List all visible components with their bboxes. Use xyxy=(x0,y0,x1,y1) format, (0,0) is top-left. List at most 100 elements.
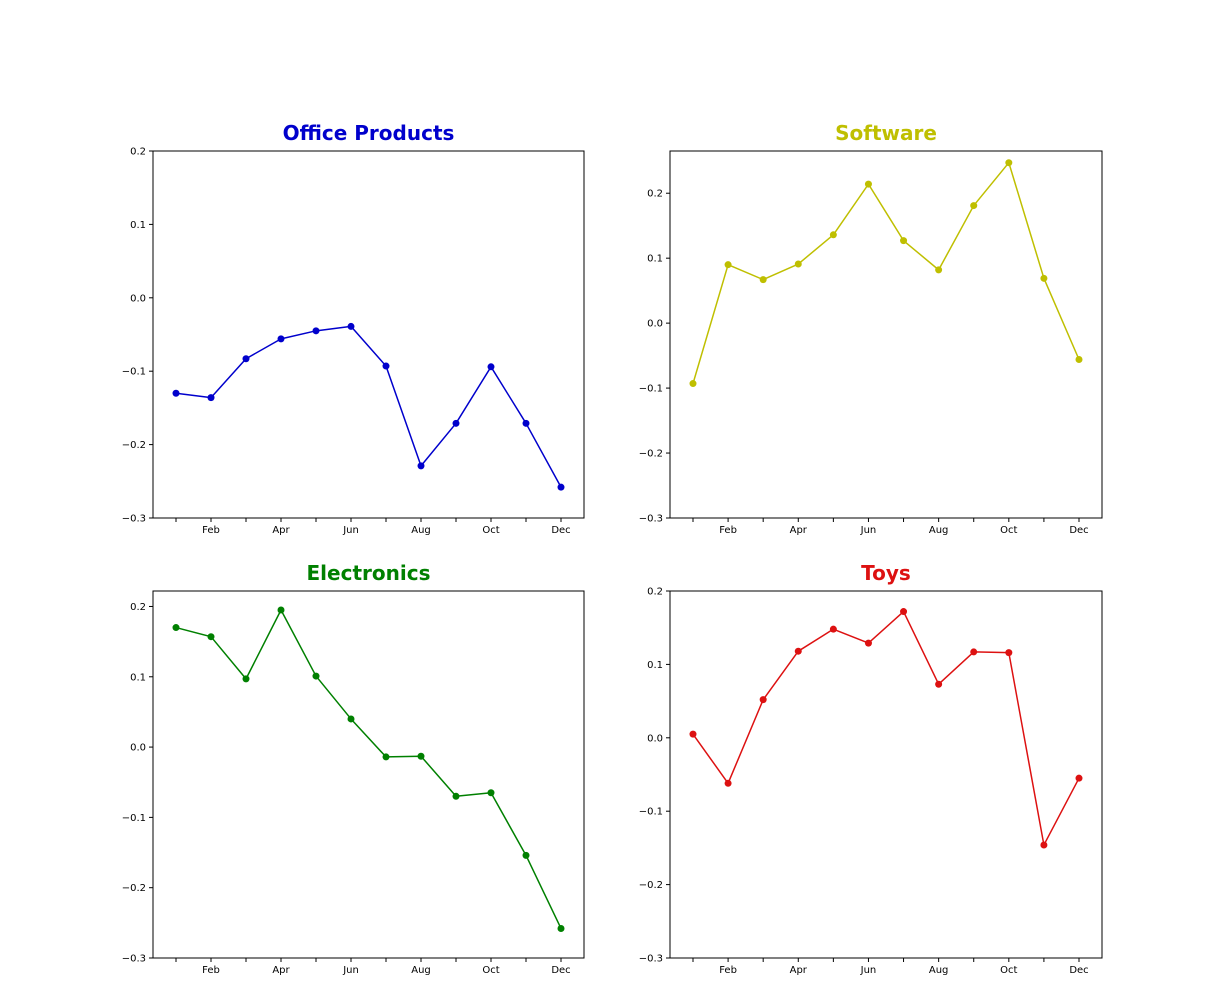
data-point xyxy=(522,419,530,427)
data-point xyxy=(689,380,697,388)
x-tick-label: Aug xyxy=(929,965,949,976)
data-point xyxy=(1075,356,1083,364)
plot-marks: −0.3 −0.2 −0.1 0.0 0.1 0.2 Feb Apr Jun Aug Oct Dec xyxy=(639,159,1089,536)
y-tick-label: 0.1 xyxy=(130,672,146,683)
plot-marks: −0.3 −0.2 −0.1 0.0 0.1 0.2 Feb Apr Jun Aug Oct Dec xyxy=(122,602,571,976)
data-point xyxy=(172,624,180,632)
data-point xyxy=(487,789,495,797)
data-point xyxy=(312,327,320,335)
subplot-software: Software −0.3 −0.2 −0.1 0.0 0.1 0.2 Feb Apr Jun A… xyxy=(639,121,1103,536)
data-point xyxy=(172,389,180,397)
y-tick-label: −0.1 xyxy=(639,384,663,395)
x-tick-label: Feb xyxy=(719,525,737,536)
y-tick-label: 0.0 xyxy=(647,319,663,330)
data-point xyxy=(724,779,732,787)
data-point xyxy=(487,363,495,371)
x-tick-label: Dec xyxy=(551,965,570,976)
data-point xyxy=(382,362,390,370)
series-line xyxy=(692,610,1080,846)
data-point xyxy=(277,335,285,343)
data-point xyxy=(557,483,565,491)
data-point xyxy=(759,276,767,284)
data-point xyxy=(900,237,908,245)
y-tick-label: 0.0 xyxy=(130,293,146,304)
data-point xyxy=(1040,274,1048,282)
x-tick-label: Apr xyxy=(790,965,808,976)
data-point xyxy=(864,639,872,647)
x-tick-label: Apr xyxy=(790,525,808,536)
x-tick-label: Jun xyxy=(860,965,877,976)
data-point xyxy=(1040,841,1048,849)
data-point xyxy=(829,625,837,633)
y-tick-label: −0.2 xyxy=(122,440,146,451)
y-tick-label: 0.2 xyxy=(647,189,663,200)
x-tick-label: Aug xyxy=(929,525,949,536)
y-tick-label: −0.1 xyxy=(122,813,146,824)
x-tick-label: Aug xyxy=(411,525,431,536)
subplot-toys: Toys −0.3 −0.2 −0.1 0.0 0.1 0.2 Feb Apr Jun Aug Oc… xyxy=(639,561,1103,976)
x-tick-label: Dec xyxy=(551,525,570,536)
x-tick-label: Oct xyxy=(482,525,499,536)
x-tick-label: Aug xyxy=(411,965,431,976)
plot-frame xyxy=(669,150,1103,519)
plot-frame xyxy=(152,150,585,519)
data-point xyxy=(347,322,355,330)
y-tick-label: −0.2 xyxy=(639,449,663,460)
y-tick-label: 0.1 xyxy=(647,660,663,671)
data-point xyxy=(417,752,425,760)
plot-marks: −0.3 −0.2 −0.1 0.0 0.1 0.2 Feb Apr Jun Aug Oct Dec xyxy=(122,147,571,537)
x-tick-label: Dec xyxy=(1069,965,1088,976)
series-line xyxy=(175,325,562,488)
y-tick-label: 0.2 xyxy=(130,147,146,158)
x-tick-label: Feb xyxy=(202,965,220,976)
subplot-title: Toys xyxy=(861,561,911,585)
data-point xyxy=(242,675,250,683)
data-point xyxy=(1075,774,1083,782)
data-point xyxy=(1005,159,1013,167)
data-point xyxy=(970,648,978,656)
x-tick-label: Apr xyxy=(272,525,290,536)
subplot-title: Software xyxy=(835,121,937,145)
data-point xyxy=(522,851,530,859)
data-point xyxy=(207,394,215,402)
data-point xyxy=(207,633,215,641)
y-tick-label: −0.3 xyxy=(639,514,663,525)
subplot-title: Electronics xyxy=(307,561,431,585)
plot-frame xyxy=(669,590,1103,959)
y-tick-label: 0.0 xyxy=(130,743,146,754)
y-tick-label: −0.2 xyxy=(122,883,146,894)
data-point xyxy=(242,355,250,363)
series-line xyxy=(692,161,1080,384)
data-point xyxy=(1005,649,1013,657)
x-tick-label: Feb xyxy=(202,525,220,536)
x-tick-label: Oct xyxy=(1000,525,1017,536)
x-tick-label: Oct xyxy=(482,965,499,976)
data-point xyxy=(900,608,908,616)
y-tick-label: −0.1 xyxy=(122,367,146,378)
x-tick-label: Apr xyxy=(272,965,290,976)
y-tick-label: 0.2 xyxy=(647,587,663,598)
plot-frame xyxy=(152,590,585,959)
subplot-office-products: Office Products −0.3 −0.2 −0.1 0.0 0.1 0.2 Feb… xyxy=(122,121,585,537)
data-point xyxy=(417,462,425,470)
y-tick-label: −0.3 xyxy=(639,954,663,965)
data-point xyxy=(829,231,837,239)
data-point xyxy=(347,715,355,723)
data-point xyxy=(382,753,390,761)
data-point xyxy=(864,180,872,188)
data-point xyxy=(935,680,943,688)
y-tick-label: −0.3 xyxy=(122,514,146,525)
x-tick-label: Jun xyxy=(860,525,877,536)
y-tick-label: 0.0 xyxy=(647,733,663,744)
y-tick-label: −0.3 xyxy=(122,954,146,965)
subplot-electronics: Electronics −0.3 −0.2 −0.1 0.0 0.1 0.2 Feb Apr J… xyxy=(122,561,585,976)
x-tick-label: Oct xyxy=(1000,965,1017,976)
data-point xyxy=(277,606,285,614)
data-point xyxy=(724,261,732,269)
y-tick-label: −0.1 xyxy=(639,807,663,818)
x-tick-label: Feb xyxy=(719,965,737,976)
series-line xyxy=(175,609,562,929)
y-tick-label: 0.2 xyxy=(130,602,146,613)
